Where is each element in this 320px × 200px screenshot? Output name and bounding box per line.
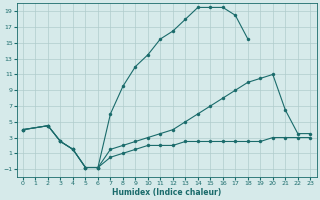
X-axis label: Humidex (Indice chaleur): Humidex (Indice chaleur) [112, 188, 221, 197]
